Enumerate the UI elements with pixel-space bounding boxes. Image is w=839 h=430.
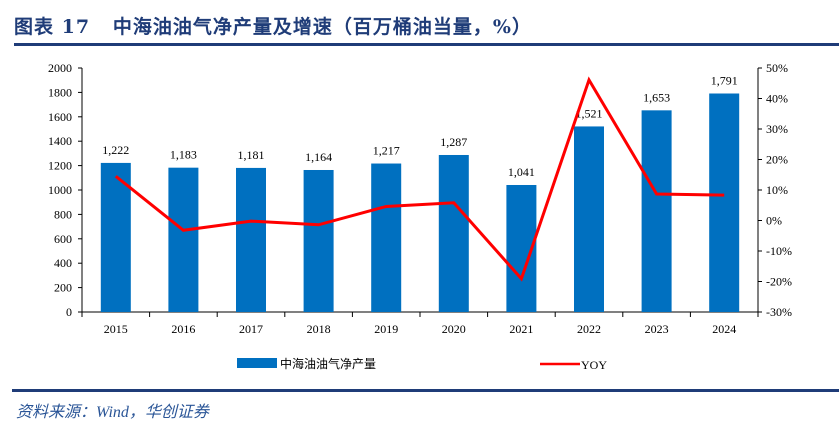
right-tick-label: -10%: [766, 244, 792, 258]
bar: [709, 93, 740, 312]
legend-bar-swatch: [237, 358, 277, 368]
bar-data-label: 1,183: [170, 148, 197, 162]
left-tick-label: 800: [54, 207, 72, 221]
bar-data-label: 1,653: [643, 90, 670, 104]
left-tick-label: 1200: [48, 159, 72, 173]
x-tick-label: 2015: [104, 322, 128, 336]
legend-line-label: YOY: [581, 358, 607, 372]
bar: [303, 169, 334, 312]
left-tick-label: 200: [54, 281, 72, 295]
title-divider: [14, 43, 839, 46]
left-tick-label: 2000: [48, 61, 72, 75]
x-tick-label: 2024: [712, 322, 736, 336]
bar: [438, 154, 469, 312]
chart: 0 200 400 600 800 1000 1200 1400 1600 1800 2000 -30…: [48, 61, 792, 372]
bar-data-label: 1,287: [440, 135, 467, 149]
bar-data-label: 1,222: [102, 143, 129, 157]
right-tick-label: 0%: [766, 214, 782, 228]
bar: [236, 167, 266, 312]
right-tick-label: -20%: [766, 275, 792, 289]
chart-title: 图表 17 中海油油气净产量及增速（百万桶油当量，%）: [14, 16, 532, 38]
bar: [371, 163, 402, 312]
bar-data-label: 1,164: [305, 150, 332, 164]
footer-divider: [12, 389, 839, 392]
x-tick-label: 2023: [645, 322, 669, 336]
left-tick-label: 1800: [48, 85, 72, 99]
bar: [641, 110, 672, 312]
legend-bar-label: 中海油油气净产量: [280, 356, 376, 371]
x-tick-label: 2016: [171, 322, 195, 336]
x-tick-label: 2019: [374, 322, 398, 336]
right-tick-label: 40%: [766, 92, 788, 106]
bar-data-label: 1,521: [576, 106, 603, 120]
right-tick-label: -30%: [766, 305, 792, 319]
left-tick-label: 400: [54, 256, 72, 270]
bar-data-label: 1,181: [238, 148, 265, 162]
bar: [168, 167, 199, 312]
left-tick-label: 0: [66, 305, 72, 319]
right-tick-label: 10%: [766, 183, 788, 197]
right-tick-label: 50%: [766, 61, 788, 75]
bar-data-label: 1,041: [508, 165, 535, 179]
bar-data-label: 1,217: [373, 144, 400, 158]
right-tick-label: 20%: [766, 153, 788, 167]
left-tick-label: 1600: [48, 110, 72, 124]
x-tick-label: 2021: [509, 322, 533, 336]
x-tick-label: 2018: [307, 322, 331, 336]
yoy-line: [114, 76, 725, 282]
left-tick-label: 1000: [48, 183, 72, 197]
bar: [100, 162, 131, 312]
source-note: 资料来源：Wind，华创证券: [16, 404, 209, 421]
bar: [574, 126, 604, 312]
x-tick-label: 2020: [442, 322, 466, 336]
x-tick-label: 2017: [239, 322, 263, 336]
left-tick-label: 1400: [48, 134, 72, 148]
right-tick-label: 30%: [766, 122, 788, 136]
bar-data-label: 1,791: [711, 73, 738, 87]
x-tick-label: 2022: [577, 322, 601, 336]
left-tick-label: 600: [54, 232, 72, 246]
